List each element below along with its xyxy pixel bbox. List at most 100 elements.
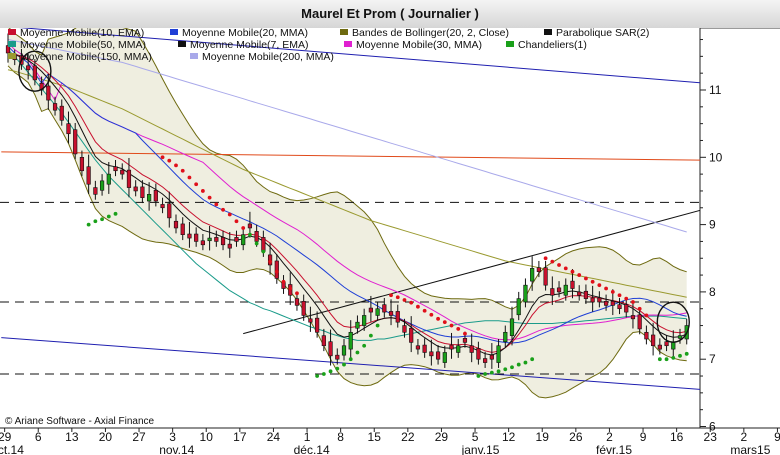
x-tick-label: 3: [169, 430, 176, 444]
sar-point: [664, 357, 669, 362]
x-tick-label: 12: [502, 430, 516, 444]
sar-point: [610, 290, 615, 294]
candle: [476, 341, 481, 365]
legend-label: Bandes de Bollinger(20, 2, Close): [352, 27, 509, 39]
legend-swatch: [340, 29, 348, 35]
candle: [59, 99, 64, 126]
candle: [140, 180, 145, 204]
candle: [617, 297, 622, 315]
candle: [147, 182, 152, 211]
x-tick-label: 6: [35, 430, 42, 444]
candle: [113, 159, 118, 177]
legend-swatch: [178, 41, 186, 47]
trend-line-2: [1, 337, 700, 390]
x-tick-label: 10: [200, 430, 214, 444]
sar-point: [100, 217, 104, 222]
sar-point: [503, 367, 508, 372]
sar-point: [597, 283, 602, 288]
sar-point: [631, 300, 635, 304]
sar-point: [241, 226, 246, 230]
sar-point: [550, 259, 555, 264]
sar-point: [328, 369, 333, 374]
sar-point: [570, 269, 575, 274]
sar-point: [422, 308, 427, 313]
candle: [301, 294, 306, 321]
sar-point: [671, 355, 676, 360]
sar-point: [442, 320, 447, 325]
sar-point: [644, 313, 649, 318]
candle: [651, 322, 656, 356]
sar-point: [684, 351, 689, 356]
candle: [32, 59, 37, 86]
sar-point: [584, 276, 588, 281]
legend-item: Moyenne Mobile(150, MMA): [8, 51, 152, 63]
sar-point: [395, 295, 400, 300]
sar-point: [436, 316, 440, 321]
candle: [126, 157, 132, 198]
legend-label: Moyenne Mobile(50, MMA): [20, 39, 146, 51]
sar-point: [476, 374, 481, 378]
sar-point: [368, 333, 373, 338]
sar-point: [510, 365, 514, 370]
legend-label: Moyenne Mobile(20, MMA): [182, 27, 308, 39]
candle: [173, 214, 179, 234]
candle: [241, 227, 246, 251]
candle: [200, 234, 205, 251]
sar-point: [563, 266, 568, 271]
legend-item: Moyenne Mobile(200, MMA): [190, 51, 334, 63]
legend-swatch: [544, 29, 552, 35]
candle: [677, 328, 683, 344]
sar-point: [416, 304, 420, 309]
sar-point: [409, 300, 414, 305]
candle: [79, 150, 85, 177]
sar-point: [449, 323, 454, 328]
candle: [523, 278, 528, 308]
candle: [644, 325, 649, 345]
legend-label: Moyenne Mobile(200, MMA): [202, 51, 334, 63]
x-tick-label: 1: [304, 430, 311, 444]
candle: [274, 254, 279, 284]
candle: [590, 285, 595, 312]
candle: [577, 285, 582, 301]
x-tick-label: 2: [740, 430, 747, 444]
sar-point: [254, 241, 259, 246]
candle: [46, 73, 51, 110]
candle: [624, 297, 629, 318]
x-tick-label: 17: [233, 430, 247, 444]
legend-label: Moyenne Mobile(7, EMA): [190, 39, 308, 51]
candle: [26, 53, 31, 80]
sar-point: [200, 189, 205, 193]
candle: [66, 111, 71, 144]
legend-item: Moyenne Mobile(7, EMA): [178, 39, 308, 51]
trend-line-3: [243, 209, 700, 335]
candle: [597, 291, 602, 308]
y-tick-label: 10: [709, 150, 723, 164]
sar-point: [516, 362, 521, 367]
candle: [362, 308, 367, 331]
candle: [93, 180, 98, 200]
candle: [657, 338, 662, 355]
candle: [435, 345, 441, 365]
candle: [395, 304, 400, 328]
copyright-text: © Ariane Software - Axial Finance: [5, 416, 155, 427]
sar-point: [617, 293, 622, 298]
sar-point: [174, 163, 178, 168]
candle: [99, 174, 105, 196]
candle: [73, 122, 78, 160]
sar-point: [160, 155, 165, 160]
candle: [194, 227, 199, 247]
candle: [335, 348, 340, 365]
sar-point: [577, 273, 582, 277]
sar-point: [214, 202, 219, 207]
x-tick-label: 15: [368, 430, 382, 444]
legend-item: Moyenne Mobile(10, EMA): [8, 27, 144, 39]
trend-line-1: [1, 151, 700, 161]
x-month-label: oct.14: [0, 443, 24, 455]
sar-point: [335, 366, 340, 371]
candle: [449, 332, 454, 359]
sar-point: [489, 370, 494, 375]
sar-point: [167, 158, 172, 163]
sar-point: [523, 360, 528, 365]
legend-swatch: [8, 53, 16, 59]
sar-point: [543, 256, 548, 261]
